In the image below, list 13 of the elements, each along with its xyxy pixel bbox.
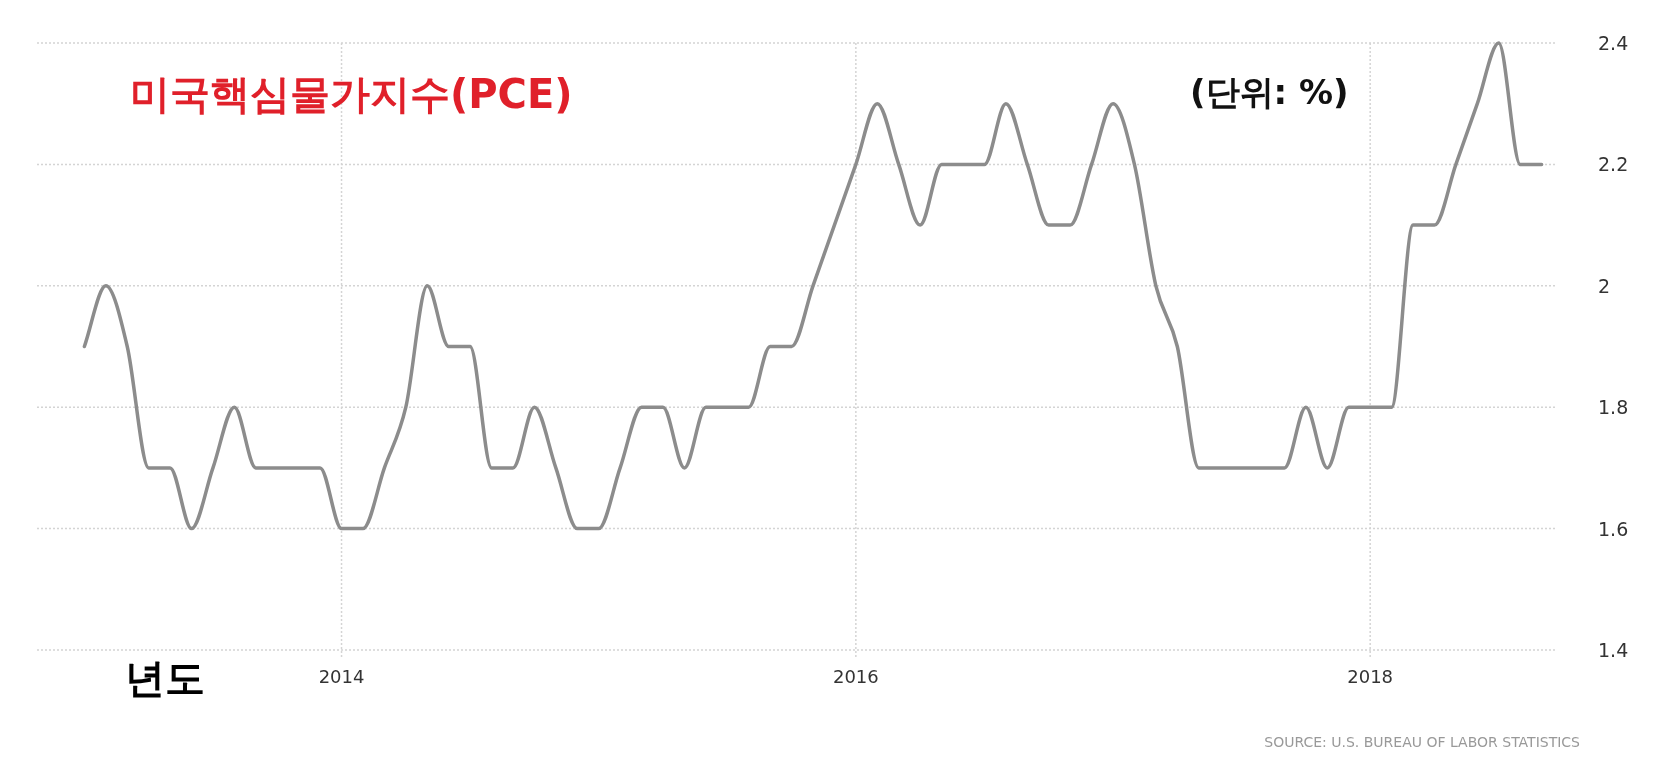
y-tick-label: 2 xyxy=(1598,274,1611,297)
y-tick-label: 1.6 xyxy=(1598,517,1629,540)
x-tick-label: 2018 xyxy=(1347,666,1394,687)
annotation: SOURCE: U.S. BUREAU OF LABOR STATISTICS xyxy=(1264,734,1580,750)
y-tick-label: 2.4 xyxy=(1598,32,1629,54)
title: 미국핵심물가지수(PCE) xyxy=(130,71,573,117)
x-tick-label: 2014 xyxy=(318,666,365,687)
xlabel: 년도 xyxy=(125,654,205,701)
y-tick-label: 1.4 xyxy=(1598,639,1629,661)
y-tick-label: 2.2 xyxy=(1598,153,1629,176)
x-tick-label: 2016 xyxy=(832,666,879,687)
ylabel: (단위: %) xyxy=(1190,72,1349,112)
y-tick-label: 1.8 xyxy=(1598,396,1629,419)
